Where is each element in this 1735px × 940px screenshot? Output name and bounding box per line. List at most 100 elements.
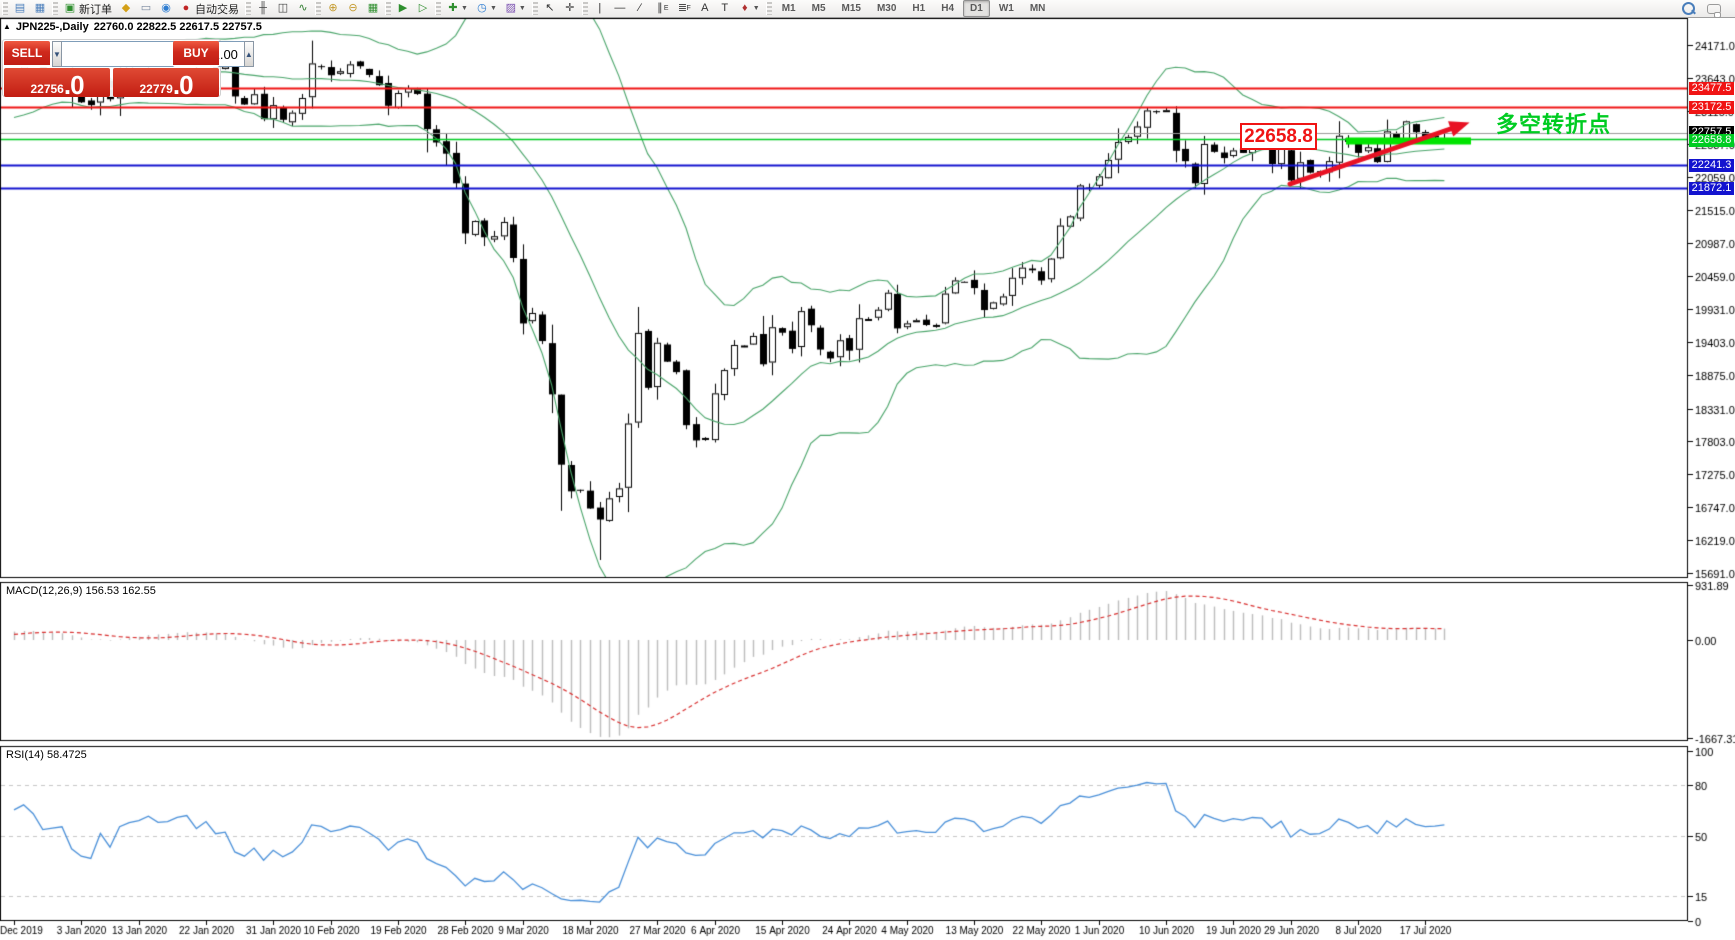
timeframe-button-m1[interactable]: M1: [781, 3, 796, 14]
symbol-period-label: JPN225-,Daily: [15, 21, 89, 33]
toolbar-group-grip: [581, 2, 588, 15]
bar-chart-button[interactable]: ╫: [254, 0, 272, 17]
line-chart-button[interactable]: ∿: [294, 0, 312, 17]
indicators-icon: ✚: [448, 2, 458, 14]
text-button[interactable]: A: [696, 0, 714, 17]
toolbar-group-grip: [765, 2, 772, 15]
toolbar-group-grip: [385, 2, 391, 15]
new-order-button: ▣: [64, 2, 76, 14]
signals-button[interactable]: ◉: [157, 0, 175, 17]
text-icon: A: [701, 2, 709, 14]
buy-price-display[interactable]: 22779 .0: [113, 68, 219, 100]
price-label-resistance-1: 23477.5: [1689, 82, 1734, 95]
price-label-support-blue-2: 21872.1: [1689, 182, 1734, 195]
trendline-button[interactable]: ∕: [631, 0, 649, 17]
auto-scroll-button[interactable]: ▶: [394, 0, 412, 17]
templates-button[interactable]: ▨ ▼: [502, 0, 529, 17]
chart-shift-icon: ▷: [418, 2, 428, 14]
indicators-button[interactable]: ✚ ▼: [444, 0, 471, 17]
panel-collapse-arrow[interactable]: ▲: [3, 22, 11, 31]
new-order-button-label: 新订单: [79, 3, 112, 16]
text-label-button[interactable]: T: [716, 0, 734, 17]
timeframe-button-h1[interactable]: H1: [912, 3, 926, 14]
cursor-button[interactable]: ↖: [541, 0, 559, 17]
buy-button[interactable]: BUY: [173, 41, 219, 67]
tile-windows-icon: ▦: [367, 2, 379, 14]
arrows-icon: ♦: [741, 2, 748, 14]
chat-icon[interactable]: [1707, 3, 1721, 18]
toolbar: ▤ ▦ ▣ 新订单 ◆ ▭ ◉ ● 自动交易 ╫ ◫ ∿ ⊕ ⊖ ▦ ▶ ▷ ✚ ▼ ◷ ▼ ▨ ▼ ↖ ✛ | — ∕ ∥ E ≣ F A T ♦…: [0, 0, 1735, 18]
price-label-support-green: 22658.8: [1689, 134, 1734, 147]
text-label-icon: T: [721, 2, 729, 14]
volume-stepper: ▼ ▲: [52, 41, 254, 67]
cursor-icon: ↖: [545, 2, 555, 14]
chart-symbol-title: ▲ JPN225-,Daily 22760.0 22822.5 22617.5 …: [3, 21, 262, 33]
data-window-button[interactable]: ▦: [31, 0, 49, 17]
timeframe-button-h4[interactable]: H4: [941, 3, 955, 14]
toolbar-group-grip: [52, 2, 58, 15]
history-center-button[interactable]: ◆: [117, 0, 135, 17]
one-click-trading-panel: SELL ▼ ▲ BUY 22756 .0 22779 .0: [2, 39, 254, 100]
zoom-out-icon: ⊖: [348, 2, 358, 14]
candlestick-chart-button[interactable]: ◫: [274, 0, 292, 17]
periods-button[interactable]: ◷ ▼: [473, 0, 500, 17]
vertical-line-button[interactable]: |: [591, 0, 609, 17]
autotrading-button: ●: [182, 2, 190, 14]
terminal-button[interactable]: ▭: [137, 0, 155, 17]
toolbar-group-grip: [435, 2, 441, 15]
horizontal-line-button[interactable]: —: [611, 0, 629, 17]
vertical-line-icon: |: [598, 2, 602, 14]
new-order-button[interactable]: ▣ 新订单: [61, 0, 115, 17]
chevron-down-icon[interactable]: ▼: [489, 5, 497, 12]
timeframe-button-m5[interactable]: M5: [811, 3, 826, 14]
trendline-icon: ∕: [638, 2, 641, 14]
chart-canvas[interactable]: [0, 18, 1735, 940]
buy-price-main: 22779: [139, 82, 173, 96]
market-watch-icon: ▤: [14, 2, 26, 14]
timeframe-button-w1[interactable]: W1: [998, 3, 1014, 14]
timeframe-button-m30[interactable]: M30: [876, 3, 897, 14]
sell-price-display[interactable]: 22756 .0: [4, 68, 110, 100]
autotrading-button-label: 自动交易: [195, 3, 239, 16]
zoom-in-button[interactable]: ⊕: [324, 0, 342, 17]
fibonacci-button[interactable]: ≣ F: [673, 0, 693, 17]
annotation-note-text: 多空转折点: [1496, 112, 1612, 137]
sell-button[interactable]: SELL: [4, 41, 50, 67]
arrows-button[interactable]: ♦ ▼: [736, 0, 763, 17]
price-label-resistance-2: 23172.5: [1689, 101, 1734, 114]
search-icon[interactable]: [1682, 2, 1695, 15]
fibonacci-icon: ≣: [677, 2, 688, 14]
sell-price-main: 22756: [30, 82, 64, 96]
timeframe-button-mn[interactable]: MN: [1029, 3, 1046, 14]
volume-increase-button[interactable]: ▲: [243, 41, 254, 67]
buy-price-fraction: .0: [172, 70, 194, 100]
autotrading-button[interactable]: ● 自动交易: [177, 0, 242, 17]
timeframe-button-d1[interactable]: D1: [963, 0, 990, 17]
chevron-down-icon[interactable]: ▼: [461, 5, 468, 12]
rsi-label: RSI(14) 58.4725: [6, 749, 87, 761]
crosshair-button[interactable]: ✛: [561, 0, 579, 17]
toolbar-group-grip: [2, 2, 8, 15]
equidistant-channel-icon: ∥: [657, 2, 663, 14]
annotation-price-box: 22658.8: [1240, 123, 1317, 150]
toolbar-group-grip: [245, 2, 251, 15]
sell-price-fraction: .0: [63, 70, 85, 100]
timeframe-button-m15[interactable]: M15: [841, 3, 861, 14]
line-chart-icon: ∿: [298, 2, 308, 14]
chevron-down-icon[interactable]: ▼: [752, 5, 760, 12]
price-label-support-blue-1: 22241.3: [1689, 159, 1734, 172]
chevron-down-icon[interactable]: ▼: [518, 5, 526, 12]
zoom-out-button[interactable]: ⊖: [344, 0, 362, 17]
data-window-icon: ▦: [34, 2, 46, 14]
bar-chart-icon: ╫: [259, 2, 267, 14]
equidistant-channel-button[interactable]: ∥ E: [651, 0, 672, 17]
terminal-icon: ▭: [140, 2, 152, 14]
horizontal-line-icon: —: [614, 2, 626, 14]
chart-shift-button[interactable]: ▷: [414, 0, 432, 17]
history-center-icon: ◆: [121, 2, 131, 14]
toolbar-group-grip: [315, 2, 321, 15]
market-watch-button[interactable]: ▤: [11, 0, 29, 17]
tile-windows-button[interactable]: ▦: [364, 0, 382, 17]
toolbar-group-grip: [531, 2, 538, 15]
volume-decrease-button[interactable]: ▼: [52, 41, 62, 67]
